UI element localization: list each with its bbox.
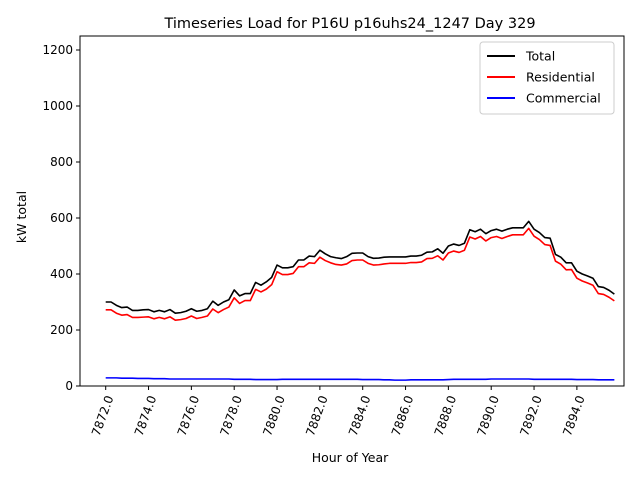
legend-label-total: Total [525, 49, 555, 64]
legend-label-residential: Residential [526, 70, 595, 85]
y-tick-label: 800 [50, 155, 73, 169]
legend: Total Residential Commercial [479, 41, 615, 115]
y-tick-label: 200 [50, 323, 73, 337]
y-axis: 0 200 400 600 800 1000 1200 [42, 43, 80, 393]
chart-title: Timeseries Load for P16U p16uhs24_1247 D… [163, 16, 535, 32]
plot-frame [79, 35, 625, 387]
y-tick-label: 0 [65, 379, 73, 393]
y-tick-label: 400 [50, 267, 73, 281]
series-layer [105, 220, 615, 381]
legend-label-commercial: Commercial [526, 91, 601, 106]
y-axis-label: kW total [14, 191, 29, 243]
series-line-commercial [105, 377, 615, 381]
series-line-total [105, 220, 615, 315]
y-tick-label: 600 [50, 211, 73, 225]
y-tick-label: 1000 [42, 99, 73, 113]
x-axis-label: Hour of Year [312, 450, 389, 465]
series-line-residential [105, 227, 615, 322]
legend-box [479, 41, 615, 115]
y-tick-label: 1200 [42, 43, 73, 57]
